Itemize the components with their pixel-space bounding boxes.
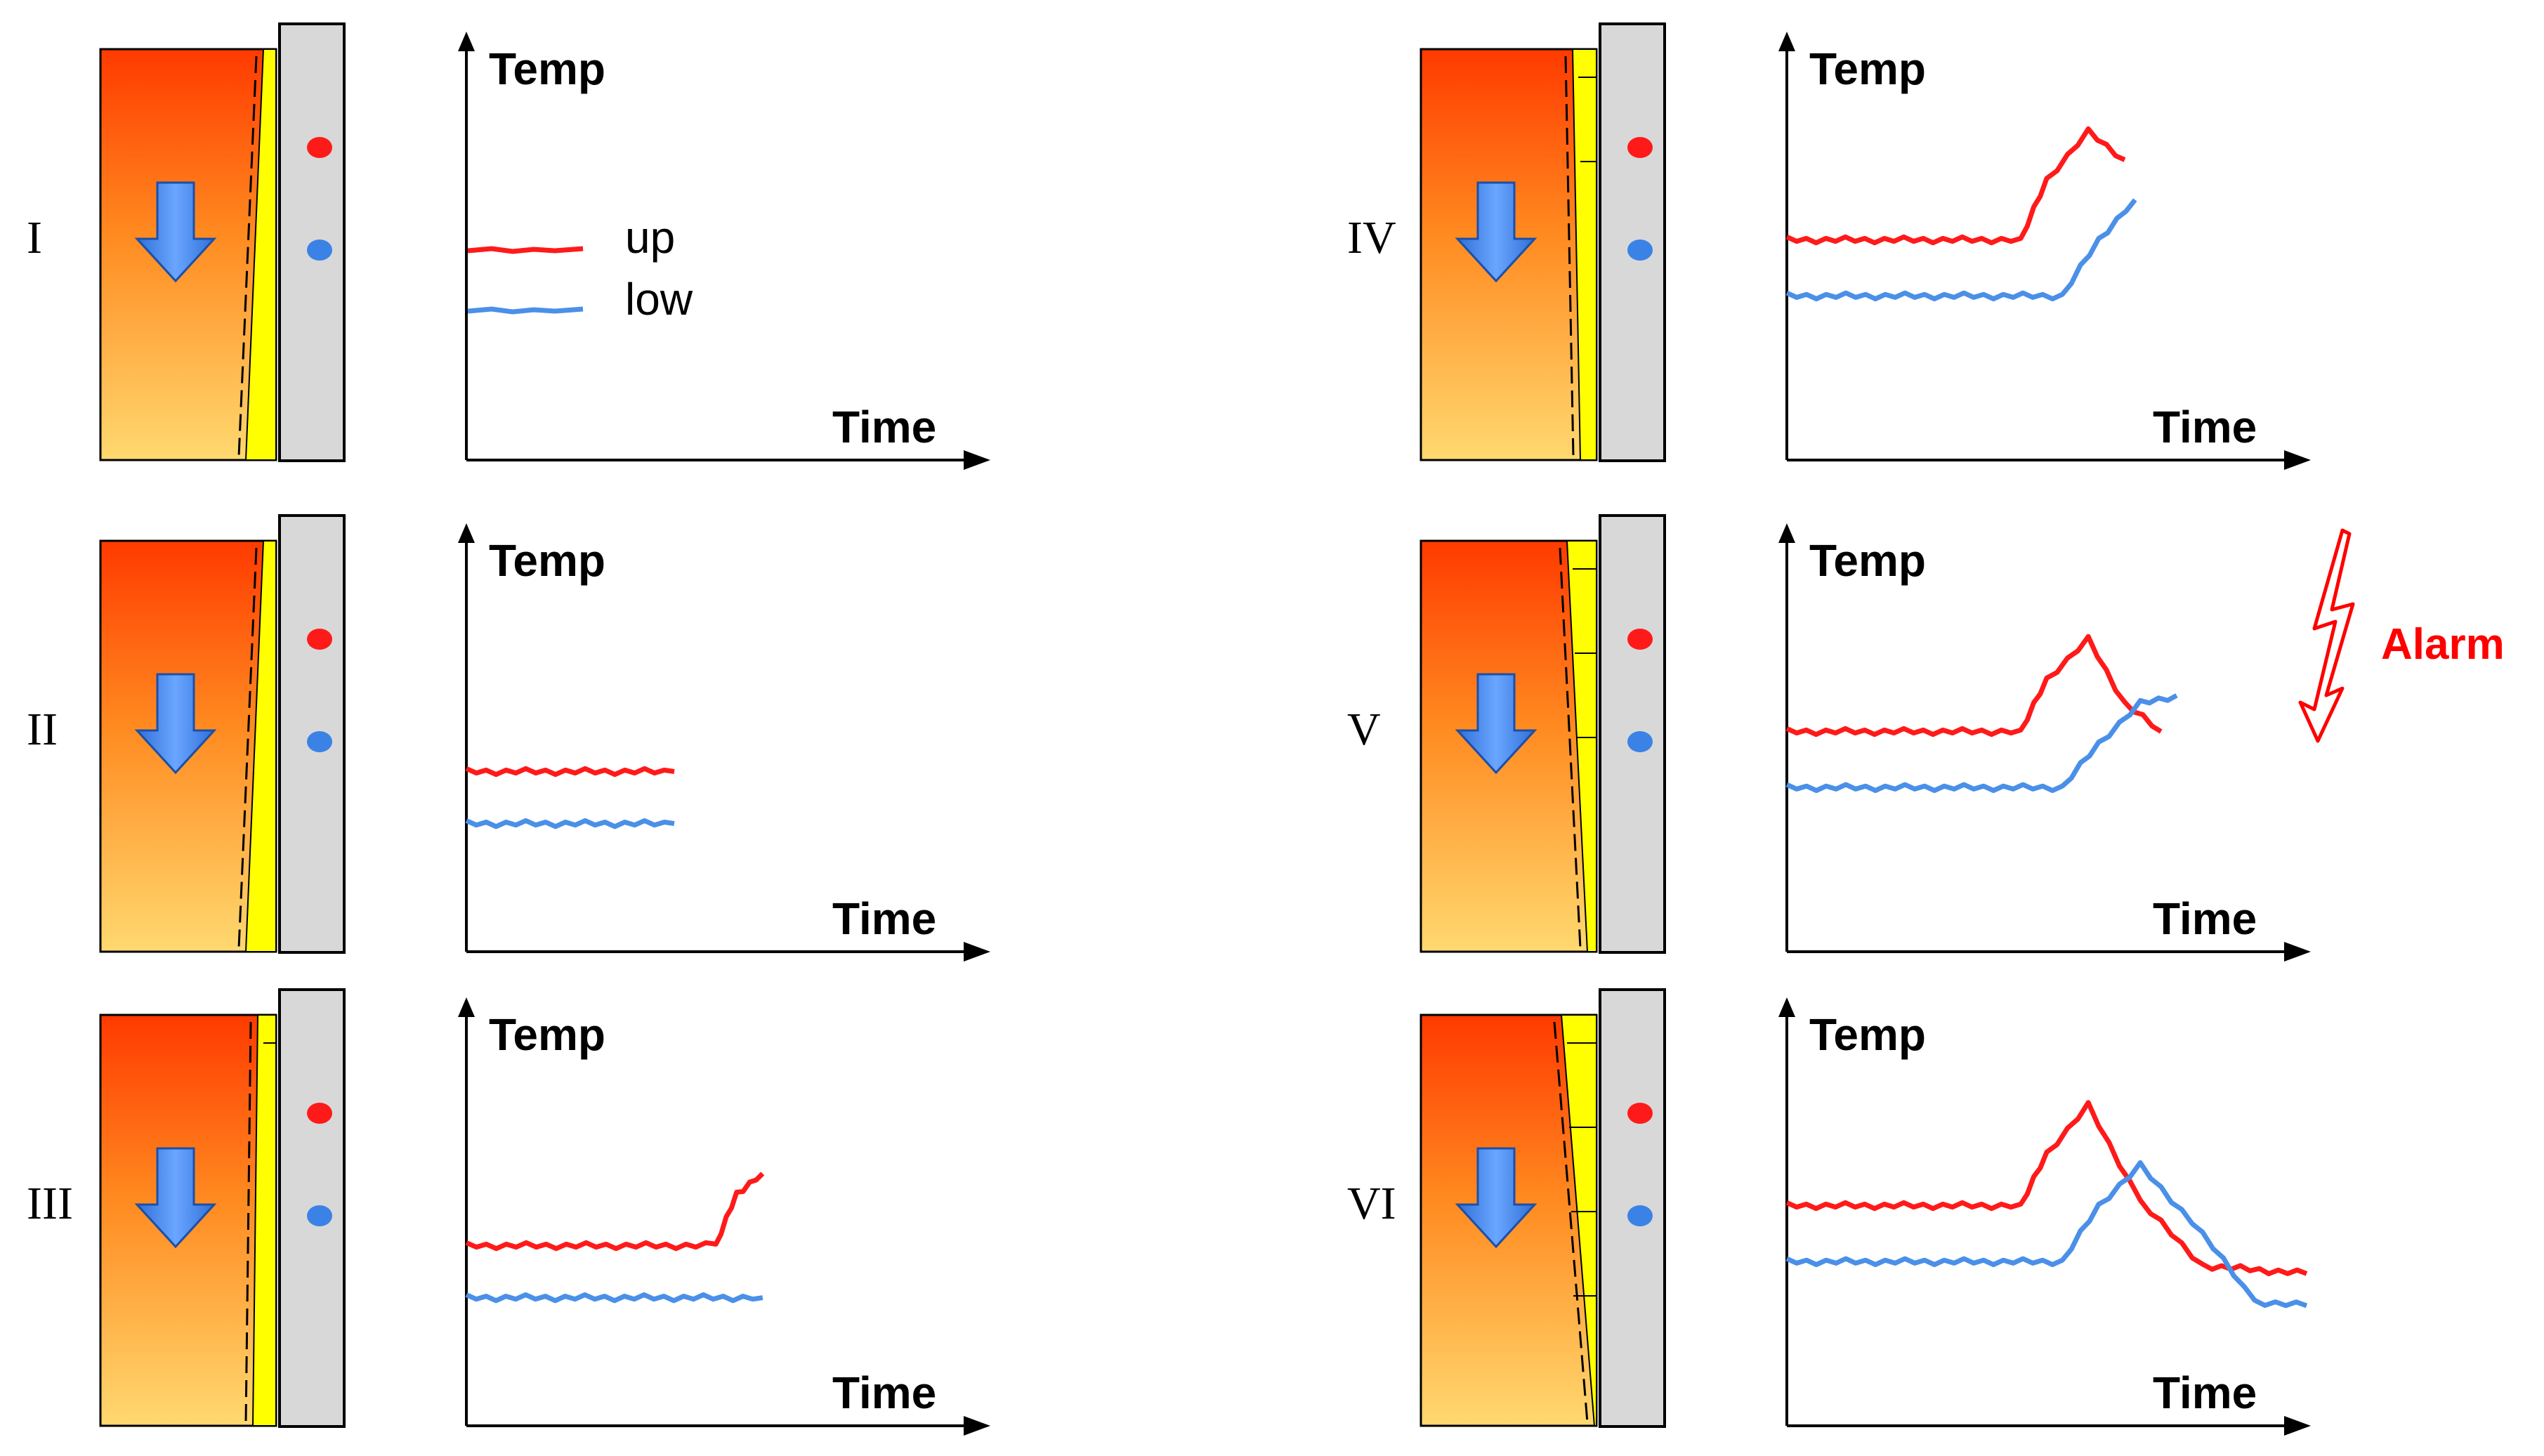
x-axis-label: Time — [2153, 402, 2257, 452]
lower-sensor-dot — [307, 1205, 332, 1226]
upper-temp-series — [1785, 1100, 2308, 1276]
lower-temp-series — [1785, 693, 2178, 793]
x-axis-label: Time — [2153, 1368, 2257, 1418]
legend-lower-swatch — [467, 306, 584, 315]
fire-front-line — [237, 547, 258, 949]
fire-front-line — [1553, 1021, 1589, 1423]
insulation-layer — [244, 48, 277, 461]
x-axis-arrow — [2284, 942, 2311, 962]
upper-temp-series — [1785, 126, 2126, 246]
panel-IV: IV Temp Time — [1347, 22, 2311, 470]
legend-upper-swatch — [467, 246, 584, 254]
panel-label: I — [27, 212, 42, 263]
fire-front-line — [1559, 547, 1582, 949]
fire-direction-arrow-icon — [134, 673, 217, 775]
fire-direction-arrow-icon — [1455, 181, 1537, 283]
x-axis-arrow — [964, 1416, 990, 1436]
legend-upper-label: up — [625, 212, 675, 263]
panel-I: I Temp Time up low — [27, 22, 990, 470]
alarm-text: Alarm — [2381, 620, 2505, 669]
insulation-layer — [1560, 1014, 1597, 1427]
y-axis-label: Temp — [489, 44, 605, 94]
y-axis-label: Temp — [1809, 535, 1926, 586]
panel-label: IV — [1347, 212, 1396, 263]
upper-sensor-dot — [307, 137, 332, 158]
upper-sensor-dot — [307, 1103, 332, 1124]
y-axis-arrow — [1778, 523, 1795, 543]
x-axis-arrow — [2284, 1416, 2311, 1436]
y-axis-arrow — [458, 997, 475, 1017]
x-axis-label: Time — [832, 1368, 936, 1418]
lower-sensor-dot — [307, 731, 332, 752]
upper-temp-series — [465, 1172, 765, 1252]
insulation-layer — [244, 540, 277, 952]
fire-direction-arrow-icon — [134, 1147, 217, 1249]
x-axis-label: Time — [832, 893, 936, 944]
lower-temp-series — [465, 818, 675, 829]
y-axis-arrow — [458, 32, 475, 51]
x-axis-arrow — [964, 450, 990, 470]
panel-III: III Temp Time — [27, 988, 990, 1436]
y-axis-arrow — [458, 523, 475, 543]
lower-temp-series — [465, 1292, 763, 1304]
upper-sensor-dot — [1627, 629, 1653, 650]
insulation-layer — [251, 1014, 277, 1427]
panel-label: III — [27, 1178, 73, 1229]
y-axis-arrow — [1778, 32, 1795, 51]
legend-lower-label: low — [625, 274, 693, 324]
fire-front-line — [237, 55, 258, 457]
x-axis-label: Time — [832, 402, 936, 452]
lower-temp-series — [1785, 1160, 2308, 1309]
fire-front-line — [244, 1021, 252, 1423]
lower-sensor-dot — [1627, 731, 1653, 752]
x-axis-arrow — [964, 942, 990, 962]
y-axis-label: Temp — [1809, 44, 1926, 94]
insulation-layer — [1566, 540, 1597, 952]
upper-sensor-dot — [1627, 1103, 1653, 1124]
upper-temp-series — [1785, 634, 2163, 737]
lower-temp-series — [1785, 198, 2137, 301]
x-axis-arrow — [2284, 450, 2311, 470]
lower-sensor-dot — [1627, 1205, 1653, 1226]
panel-label: II — [27, 704, 58, 755]
fire-direction-arrow-icon — [1455, 1147, 1537, 1249]
y-axis-label: Temp — [489, 1009, 605, 1060]
fire-direction-arrow-icon — [134, 181, 217, 283]
panel-II: II Temp Time — [27, 514, 990, 962]
x-axis-label: Time — [2153, 893, 2257, 944]
panel-label: V — [1347, 704, 1381, 755]
upper-sensor-dot — [1627, 137, 1653, 158]
y-axis-label: Temp — [1809, 1009, 1926, 1060]
panel-V: V Temp Time Alarm — [1347, 514, 2505, 962]
panel-label: VI — [1347, 1178, 1396, 1229]
lower-sensor-dot — [1627, 240, 1653, 261]
lower-sensor-dot — [307, 240, 332, 261]
y-axis-arrow — [1778, 997, 1795, 1017]
insulation-layer — [1571, 48, 1597, 461]
alarm-lightning-icon — [2298, 528, 2355, 743]
panel-VI: VI Temp Time — [1347, 988, 2311, 1436]
fire-direction-arrow-icon — [1455, 673, 1537, 775]
fire-front-line — [1564, 55, 1575, 457]
upper-temp-series — [465, 766, 675, 778]
upper-sensor-dot — [307, 629, 332, 650]
y-axis-label: Temp — [489, 535, 605, 586]
